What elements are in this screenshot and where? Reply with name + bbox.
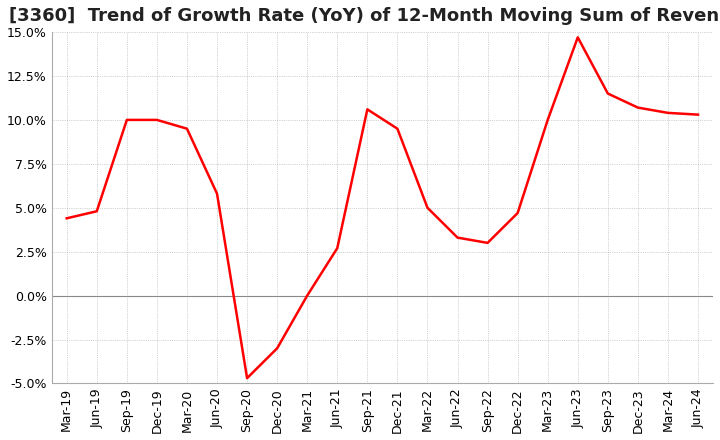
Title: [3360]  Trend of Growth Rate (YoY) of 12-Month Moving Sum of Revenues: [3360] Trend of Growth Rate (YoY) of 12-… (9, 7, 720, 25)
